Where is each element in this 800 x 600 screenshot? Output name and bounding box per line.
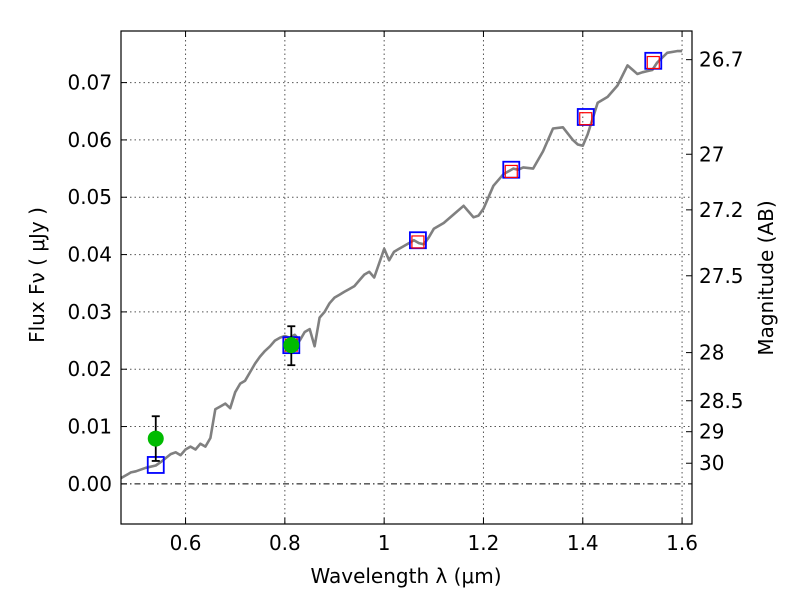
mag-tick-label-1: 27 [699,142,724,166]
photometry-markers [146,51,663,474]
y-tick-label-0: 0.00 [67,472,112,496]
tick-labels: 0.6 0.8 1 1.2 1.4 1.6 0.00 0.01 0.02 0.03 0.04 0.05… [67,48,743,555]
spectrum-series [120,49,683,480]
y-axis-label: Flux Fν ( μJy ) [25,207,49,343]
detection-markers [147,325,300,462]
x-tick-label-4: 1.4 [567,531,599,555]
mag-tick-label-2: 27.2 [699,198,744,222]
detection-point-0 [147,430,164,447]
x-tick-label-1: 0.8 [269,531,301,555]
y-tick-label-7: 0.07 [67,71,112,95]
y-tick-label-2: 0.02 [67,357,112,381]
y-tick-label-4: 0.04 [67,243,112,267]
mag-tick-label-6: 29 [699,420,724,444]
spectrum-line [120,49,683,480]
mag-tick-label-4: 28 [699,341,724,365]
y-tick-label-5: 0.05 [67,185,112,209]
observed-photometry-marker-1 [411,235,425,249]
axis-ticks [121,31,692,524]
mag-tick-label-0: 26.7 [699,48,744,72]
y-tick-label-3: 0.03 [67,300,112,324]
observed-photometry-marker-3 [579,112,593,126]
x-axis-label: Wavelength λ (μm) [310,564,501,588]
mag-tick-label-7: 30 [699,451,724,475]
x-tick-label-3: 1.2 [468,531,500,555]
plot-area-border [120,30,693,525]
y-tick-label-1: 0.01 [67,415,112,439]
observed-photometry-marker-4 [646,55,660,70]
detection-point-1 [283,337,300,354]
grid-lines [121,31,692,524]
y2-axis-label: Magnitude (AB) [754,200,778,355]
x-tick-label-5: 1.6 [666,531,698,555]
mag-tick-label-5: 28.5 [699,389,744,413]
observed-photometry-marker-2 [504,164,518,179]
mag-tick-label-3: 27.5 [699,264,744,288]
x-tick-label-0: 0.6 [170,531,202,555]
plot-frame [120,30,693,525]
x-tick-label-2: 1 [378,531,391,555]
y-tick-label-6: 0.06 [67,128,112,152]
